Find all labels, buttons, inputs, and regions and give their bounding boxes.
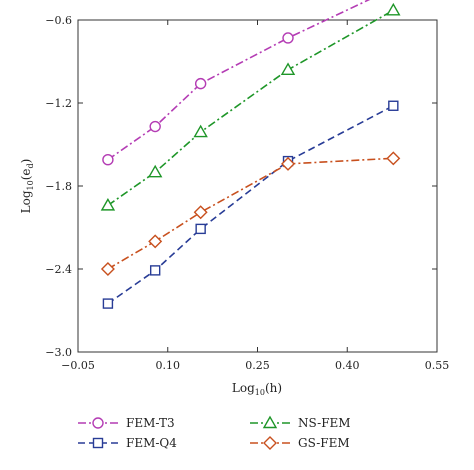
y-tick-label: −1.2 bbox=[45, 97, 72, 110]
data-point-fem-t3 bbox=[149, 120, 161, 133]
series-line-fem-q4 bbox=[107, 105, 394, 305]
x-tick-label: 0.10 bbox=[156, 359, 181, 372]
x-axis-label: Log10(h) bbox=[232, 381, 282, 397]
data-point-gs-fem bbox=[100, 262, 115, 276]
data-point-ns-fem bbox=[280, 62, 296, 76]
series-markers bbox=[100, 2, 401, 309]
y-tick-label: −0.6 bbox=[45, 14, 72, 27]
plot-frame bbox=[77, 19, 438, 353]
data-point-ns-fem bbox=[386, 2, 401, 16]
legend-label: NS-FEM bbox=[298, 416, 351, 430]
axis-ticks: −0.05 0.10 0.25 0.40 0.55 −0.6 −1.2 −1.8 −2.4 −3.… bbox=[45, 14, 449, 372]
data-point-fem-q4 bbox=[195, 223, 206, 235]
series-line-fem-t3 bbox=[107, 0, 371, 161]
x-tick-label: 0.25 bbox=[245, 359, 270, 372]
y-axis-label: Log10(ed) bbox=[19, 159, 35, 214]
legend-entry-gs-fem: GS-FEM bbox=[250, 436, 350, 450]
data-point-gs-fem bbox=[281, 156, 296, 171]
legend-marker bbox=[262, 415, 278, 429]
legend-marker bbox=[92, 437, 104, 449]
x-tick-label: −0.05 bbox=[61, 359, 95, 372]
data-point-fem-t3 bbox=[282, 32, 294, 44]
y-tick-label: −1.8 bbox=[45, 180, 72, 193]
data-point-ns-fem bbox=[147, 164, 163, 178]
legend: FEM-T3 NS-FEM FEM-Q4 GS-FEM bbox=[78, 415, 351, 450]
series-lines bbox=[107, 0, 394, 305]
legend-label: FEM-Q4 bbox=[126, 436, 177, 450]
legend-marker bbox=[92, 417, 104, 429]
legend-entry-ns-fem: NS-FEM bbox=[250, 415, 351, 430]
legend-entry-fem-q4: FEM-Q4 bbox=[78, 436, 177, 450]
data-point-ns-fem bbox=[100, 197, 116, 211]
data-point-fem-q4 bbox=[102, 298, 114, 309]
y-tick-label: −3.0 bbox=[45, 346, 72, 359]
data-point-fem-t3 bbox=[194, 77, 207, 90]
data-point-fem-q4 bbox=[388, 100, 399, 111]
data-point-ns-fem bbox=[193, 124, 208, 138]
legend-entry-fem-t3: FEM-T3 bbox=[78, 416, 175, 430]
legend-marker bbox=[263, 436, 277, 450]
data-point-gs-fem bbox=[386, 151, 401, 166]
data-point-fem-t3 bbox=[102, 154, 114, 166]
data-point-gs-fem bbox=[193, 205, 208, 220]
data-point-fem-q4 bbox=[149, 265, 161, 276]
data-point-gs-fem bbox=[148, 234, 163, 249]
y-tick-label: −2.4 bbox=[45, 263, 72, 276]
x-tick-label: 0.40 bbox=[335, 359, 360, 372]
x-tick-label: 0.55 bbox=[425, 359, 450, 372]
legend-label: GS-FEM bbox=[298, 436, 350, 450]
legend-label: FEM-T3 bbox=[126, 416, 175, 430]
